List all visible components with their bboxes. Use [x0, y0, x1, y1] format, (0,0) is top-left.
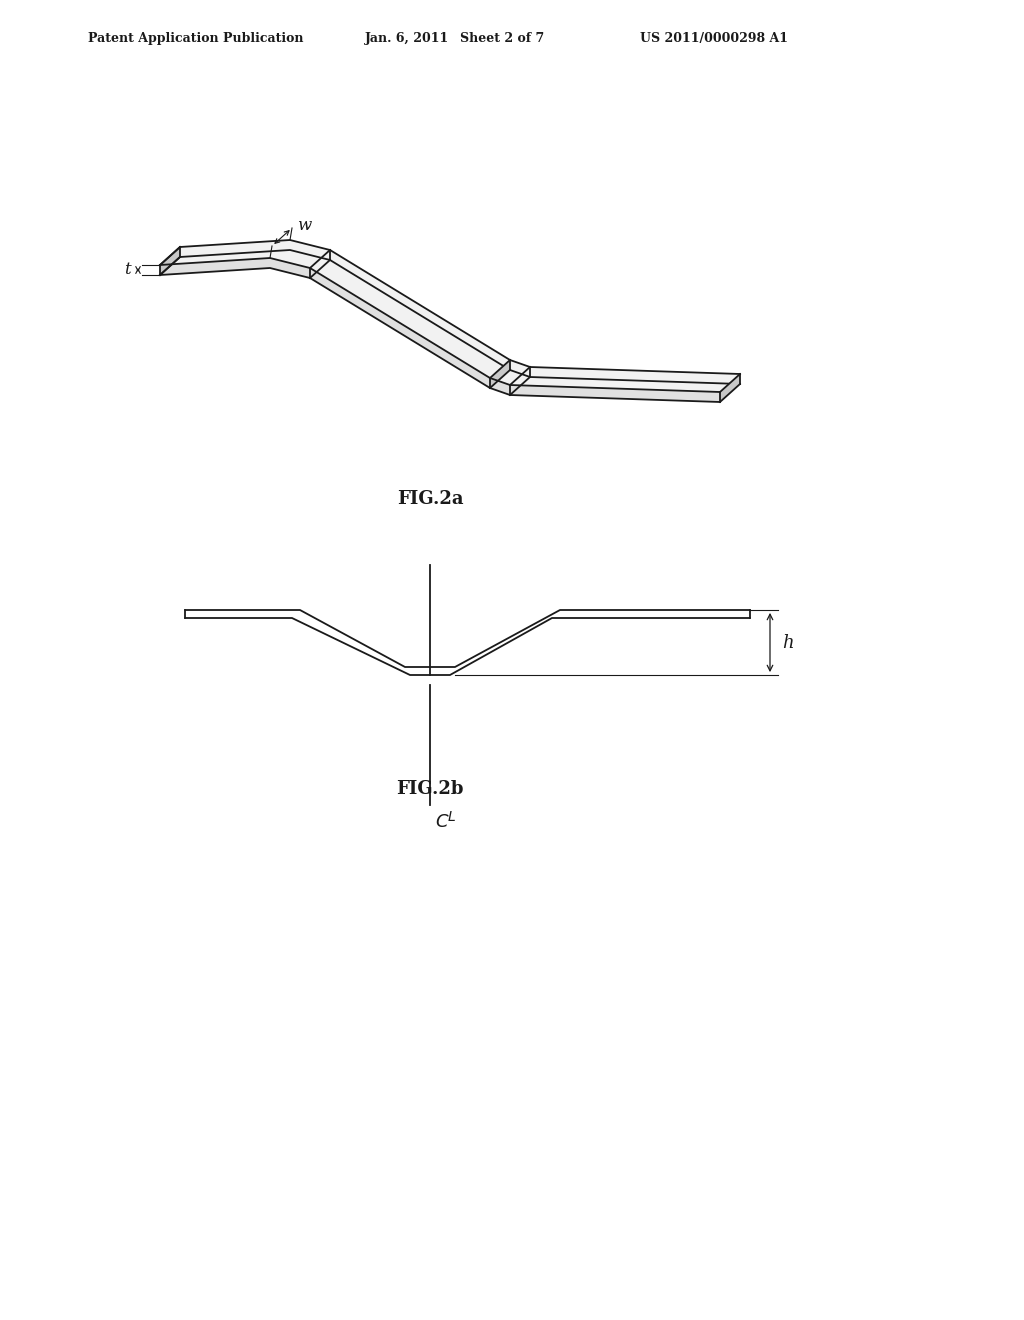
Text: h: h: [782, 634, 794, 652]
Text: Jan. 6, 2011: Jan. 6, 2011: [365, 32, 450, 45]
Text: w: w: [297, 216, 311, 234]
Polygon shape: [180, 240, 740, 384]
Polygon shape: [160, 257, 720, 403]
Text: Sheet 2 of 7: Sheet 2 of 7: [460, 32, 544, 45]
Polygon shape: [490, 360, 510, 388]
Text: Patent Application Publication: Patent Application Publication: [88, 32, 303, 45]
Text: US 2011/0000298 A1: US 2011/0000298 A1: [640, 32, 788, 45]
Polygon shape: [720, 374, 740, 403]
Text: t: t: [124, 261, 131, 279]
Text: FIG.2b: FIG.2b: [396, 780, 464, 799]
Text: $\it{L}$: $\it{L}$: [447, 810, 456, 824]
Text: FIG.2a: FIG.2a: [396, 490, 463, 508]
Polygon shape: [160, 240, 740, 392]
Polygon shape: [160, 247, 180, 275]
Polygon shape: [160, 249, 740, 403]
Text: $\it{C}$: $\it{C}$: [435, 813, 450, 832]
